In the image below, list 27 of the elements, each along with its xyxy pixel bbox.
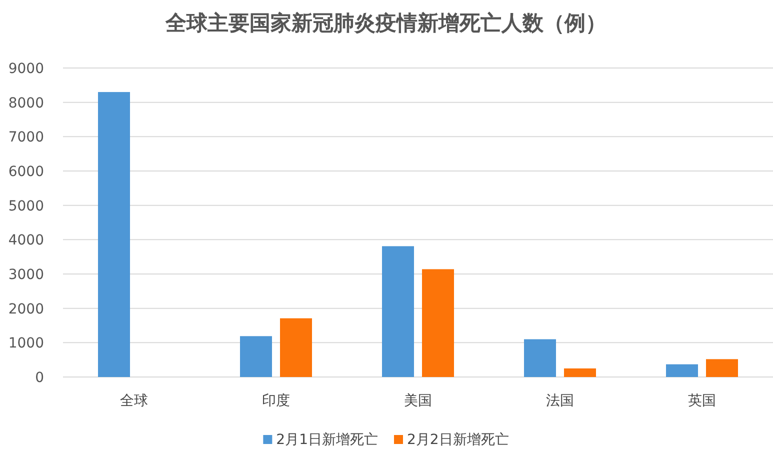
y-tick-label: 7000 <box>8 130 44 146</box>
legend-label: 2月2日新增死亡 <box>407 432 509 448</box>
y-tick-label: 5000 <box>8 198 44 214</box>
bar <box>382 246 414 377</box>
bar <box>98 92 130 377</box>
bar <box>422 269 454 377</box>
x-tick-label: 法国 <box>546 393 574 409</box>
bar <box>524 339 556 377</box>
bar <box>564 368 596 377</box>
y-tick-label: 0 <box>35 370 44 386</box>
x-tick-label: 美国 <box>404 393 432 409</box>
bar <box>706 359 738 377</box>
legend-label: 2月1日新增死亡 <box>276 432 378 448</box>
y-tick-label: 1000 <box>8 336 44 352</box>
y-tick-label: 2000 <box>8 301 44 318</box>
x-tick-label: 全球 <box>120 393 148 409</box>
y-tick-label: 4000 <box>8 232 44 249</box>
y-tick-label: 3000 <box>8 267 44 283</box>
y-tick-label: 6000 <box>8 164 44 180</box>
chart-title: 全球主要国家新冠肺炎疫情新增死亡人数（例） <box>164 11 606 35</box>
bar <box>280 318 312 377</box>
y-tick-label: 9000 <box>8 61 44 77</box>
y-tick-label: 8000 <box>8 95 44 112</box>
x-tick-label: 印度 <box>262 393 290 409</box>
bar <box>240 336 272 377</box>
x-tick-label: 英国 <box>688 393 716 409</box>
bar <box>666 364 698 377</box>
